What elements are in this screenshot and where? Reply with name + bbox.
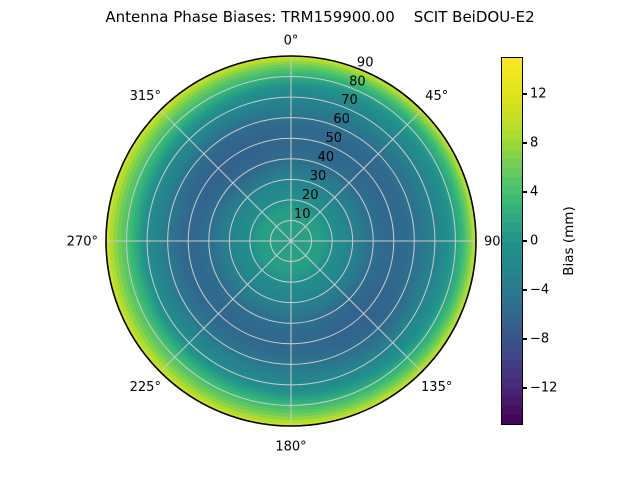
radial-tick-label: 10 [294, 207, 311, 222]
polar-grid [106, 56, 476, 426]
colorbar-tick-label: −8 [530, 331, 550, 347]
colorbar-tick-mark [523, 191, 527, 193]
radial-tick-label: 30 [310, 169, 327, 184]
grid-spoke [290, 240, 423, 373]
plot-title: Antenna Phase Biases: TRM159900.00 SCIT … [105, 8, 535, 26]
colorbar-tick-mark [523, 387, 527, 389]
grid-spoke [159, 240, 292, 373]
angle-tick-label: 180° [275, 440, 306, 455]
colorbar-tick-label: 8 [530, 135, 539, 151]
polar-outline [105, 55, 477, 427]
colorbar [501, 57, 523, 425]
heatmap-dark-patches [174, 106, 418, 374]
grid-spoke [290, 109, 423, 242]
radial-tick-label: 20 [302, 188, 319, 203]
angle-tick-label: 315° [130, 89, 161, 104]
colorbar-tick-label: 0 [530, 233, 539, 249]
colorbar-tick-label: 4 [530, 184, 539, 200]
radial-tick-label: 90 [357, 55, 374, 70]
radial-tick-labels: 10 20 30 40 50 60 70 80 90 [294, 55, 373, 222]
angle-tick-label: 0° [284, 34, 299, 49]
colorbar-label: Bias (mm) [561, 206, 577, 276]
colorbar-tick-mark [523, 93, 527, 95]
angle-tick-label: 225° [130, 380, 161, 395]
radial-tick-label: 40 [318, 150, 335, 165]
radial-tick-label: 50 [326, 131, 343, 146]
angle-tick-label: 135° [421, 380, 452, 395]
colorbar-tick-mark [523, 338, 527, 340]
angle-tick-label: 45° [425, 89, 448, 104]
radial-tick-label: 70 [341, 93, 358, 108]
colorbar-tick-label: 12 [530, 86, 547, 102]
colorbar-tick-label: −12 [530, 380, 558, 396]
colorbar-tick-mark [523, 142, 527, 144]
colorbar-tick-mark [523, 240, 527, 242]
dark-patch [310, 270, 418, 374]
dark-patch [174, 106, 294, 214]
colorbar-tick-mark [523, 289, 527, 291]
angle-tick-label: 90 [484, 235, 501, 250]
angle-tick-labels: 0° 45° 90 135° 180° 225° 270° 315° [67, 34, 501, 455]
angle-tick-label: 270° [67, 235, 98, 250]
radial-tick-label: 60 [333, 112, 350, 127]
colorbar-tick-label: −4 [530, 282, 550, 298]
grid-spoke [159, 109, 292, 242]
radial-tick-label: 80 [349, 74, 366, 89]
